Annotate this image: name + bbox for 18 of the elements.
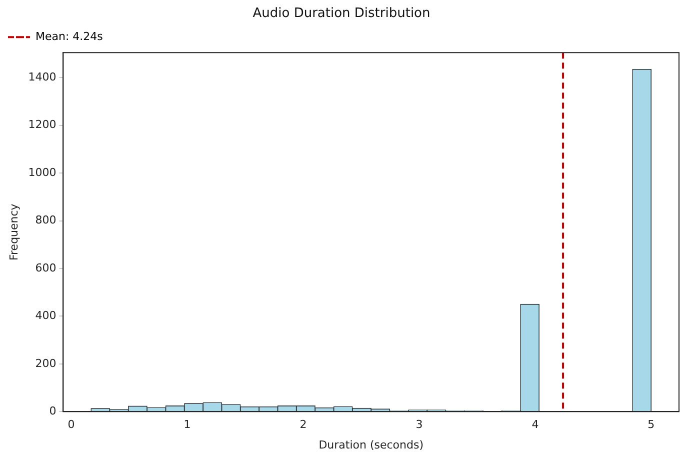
y-tick-label: 0 [49, 404, 56, 418]
y-tick-label: 1000 [28, 166, 56, 179]
y-tick-label: 200 [35, 356, 56, 370]
y-tick-label: 600 [35, 261, 56, 274]
legend-label: Mean: 4.24s [36, 30, 104, 43]
x-tick-label: 5 [648, 418, 655, 432]
x-axis-title: Duration (seconds) [318, 438, 424, 452]
y-tick-label: 1400 [28, 70, 56, 84]
y-tick-label: 1200 [28, 118, 56, 132]
y-axis-title: Frequency [7, 203, 20, 261]
x-tick-label: 3 [416, 418, 423, 432]
x-tick-label: 4 [532, 418, 539, 432]
y-tick-label: 400 [35, 309, 56, 322]
y-tick-label: 800 [35, 214, 56, 227]
x-tick-label: 2 [300, 418, 307, 432]
x-tick-label: 1 [184, 418, 191, 432]
chart-title: Audio Duration Distribution [252, 6, 430, 22]
x-tick-label: 0 [68, 418, 75, 432]
